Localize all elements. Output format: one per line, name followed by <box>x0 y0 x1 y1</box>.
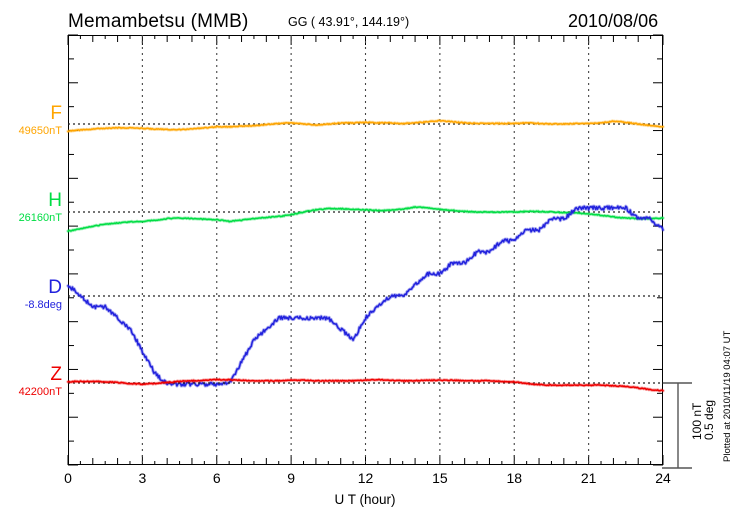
trace-f <box>67 119 664 133</box>
x-tick-label: 21 <box>580 470 597 486</box>
x-tick-label: 18 <box>506 470 523 486</box>
x-tick-label: 0 <box>64 470 72 486</box>
x-tick-label: 12 <box>357 470 374 486</box>
trace-z <box>67 378 664 392</box>
x-axis-title: U T (hour) <box>334 492 396 507</box>
scalebar-deg-label: 0.5 deg <box>702 399 716 440</box>
component-letter-f: F <box>50 103 62 124</box>
x-tick-label: 6 <box>212 470 221 486</box>
plotted-at-timestamp: Plotted at 2010/11/19 04:07 UT <box>722 330 730 462</box>
geographic-coordinates: GG ( 43.91°, 144.19°) <box>288 15 410 29</box>
component-letter-h: H <box>48 190 62 211</box>
component-letter-z: Z <box>50 364 62 385</box>
trace-d <box>67 205 664 387</box>
x-tick-label: 3 <box>138 470 147 486</box>
component-label-d: D -8.8deg <box>0 278 62 311</box>
component-label-z: Z 42200nT <box>0 365 62 398</box>
component-value-h: 26160nT <box>18 212 62 224</box>
x-tick-label: 24 <box>655 470 671 486</box>
component-letter-d: D <box>48 277 62 298</box>
component-value-d: -8.8deg <box>24 299 62 311</box>
trace-h <box>67 206 664 232</box>
page-title: Memambetsu (MMB) <box>68 11 249 32</box>
component-value-z: 42200nT <box>18 386 62 398</box>
component-label-h: H 26160nT <box>0 191 62 224</box>
component-label-f: F 49650nT <box>0 104 62 137</box>
component-value-f: 49650nT <box>18 125 62 137</box>
plot-date: 2010/08/06 <box>568 11 659 31</box>
plot-frame <box>68 35 663 465</box>
x-tick-label: 15 <box>432 470 448 486</box>
x-tick-label: 9 <box>287 470 296 486</box>
